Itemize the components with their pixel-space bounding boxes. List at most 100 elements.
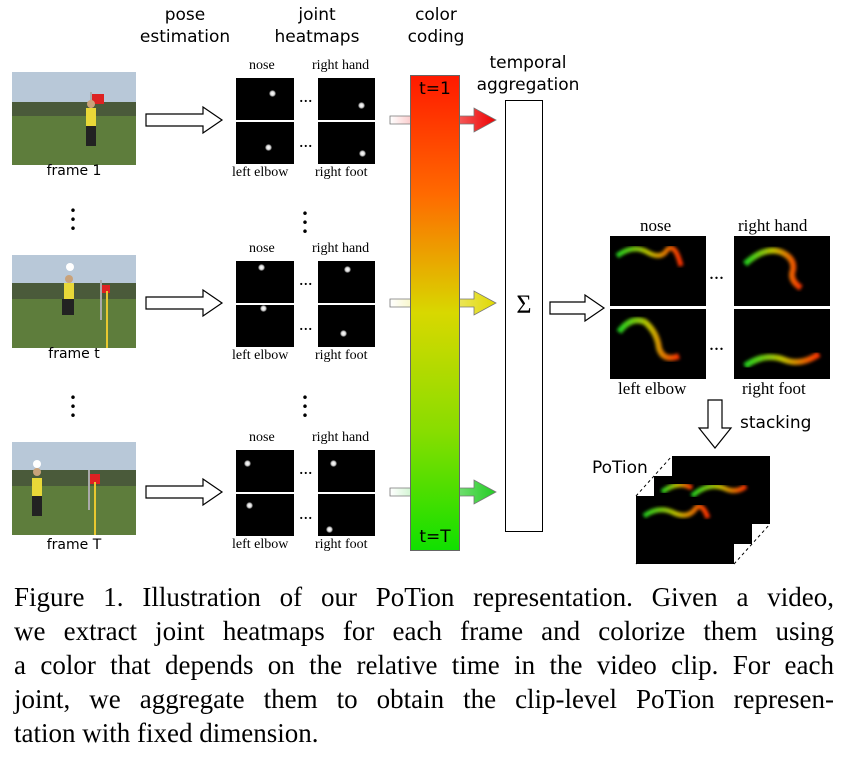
header-color-line2: coding	[407, 27, 465, 47]
result-left-elbow-label: left elbow	[618, 379, 687, 398]
arrow-frameT-to-heatmaps	[145, 477, 224, 507]
color-bar-bottom-label: t=T	[419, 527, 451, 547]
potion-stack-edges	[635, 455, 771, 565]
hm-dot	[244, 460, 251, 467]
hm-dot	[330, 460, 337, 467]
result-left-elbow-trajectory	[616, 317, 681, 361]
hm3-ellipsis-bottom: ...	[299, 503, 313, 523]
frame-1-label: frame 1	[46, 163, 102, 179]
hm-dot	[358, 102, 365, 109]
hm1-nose-label: nose	[249, 58, 275, 73]
result-right-hand-trajectory	[742, 247, 803, 291]
caption-line-4: joint, we aggregate them to obtain the c…	[14, 684, 834, 714]
hm1-left-elbow-heatmap	[236, 122, 294, 164]
result-right-foot-trajectory	[743, 351, 821, 369]
header-temporal-aggregation: temporal aggregation	[468, 52, 588, 96]
result-right-hand-heatmap	[734, 236, 830, 306]
caption-line-2: we extract joint heatmaps for each frame…	[14, 616, 834, 646]
hm3-right-hand-heatmap	[318, 450, 375, 492]
hm3-left-elbow-label: left elbow	[232, 537, 289, 552]
hm2-right-foot-label: right foot	[315, 348, 368, 363]
hm2-right-hand-heatmap	[318, 261, 375, 303]
hm1-right-foot-heatmap	[318, 122, 375, 164]
hm1-left-elbow-label: left elbow	[232, 165, 289, 180]
arrow-stacking	[697, 399, 733, 449]
hm2-nose-label: nose	[249, 241, 275, 256]
hm-dot	[258, 264, 265, 271]
hm2-ellipsis-bottom: ...	[299, 314, 313, 334]
color-bar-top-label: t=1	[419, 79, 451, 99]
hm-dot	[344, 266, 351, 273]
hm3-right-hand-label: right hand	[312, 430, 370, 445]
result-nose-heatmap	[610, 236, 706, 306]
header-pose-line2: estimation	[139, 27, 231, 47]
potion-layer-front	[636, 496, 734, 564]
frame-1-image	[12, 72, 136, 165]
hm-dot	[359, 150, 366, 157]
result-right-hand-label: right hand	[738, 216, 808, 235]
hm3-ellipsis-top: ...	[299, 458, 313, 478]
potion-stack	[635, 455, 771, 565]
video-frame-1	[12, 72, 136, 165]
hm1-ellipsis-bottom: ...	[299, 131, 313, 151]
result-ellipsis-bottom: ...	[709, 333, 724, 355]
hm1-right-hand-label: right hand	[312, 58, 370, 73]
arrow-framet-to-heatmaps	[145, 288, 224, 318]
header-pose-line1: pose	[164, 5, 206, 25]
potion-back-trajectory	[690, 483, 748, 498]
result-nose-label: nose	[640, 216, 672, 235]
hm-dot	[246, 502, 253, 509]
frame-t-label: frame t	[48, 346, 100, 362]
header-color-coding: color coding	[386, 4, 486, 48]
hm3-nose-heatmap	[236, 450, 294, 492]
hm3-right-foot-label: right foot	[315, 537, 368, 552]
hm2-ellipsis-top: ...	[299, 269, 313, 289]
result-nose-trajectory	[615, 245, 684, 267]
potion-label: PoTion	[592, 458, 648, 478]
vertical-ellipsis-heatmaps-1: ...	[302, 195, 308, 238]
potion-front-trajectory	[642, 503, 711, 519]
hm3-left-elbow-heatmap	[236, 494, 294, 536]
vertical-ellipsis-frames-1: ...	[70, 192, 76, 235]
hm1-right-foot-label: right foot	[315, 165, 368, 180]
caption-line-3: a color that depends on the relative tim…	[14, 650, 834, 680]
hm1-nose-heatmap	[236, 78, 294, 120]
result-ellipsis-top: ...	[709, 262, 724, 284]
hm2-right-hand-label: right hand	[312, 241, 370, 256]
hm1-right-hand-heatmap	[318, 78, 375, 120]
arrow-frame1-to-heatmaps	[145, 105, 224, 135]
header-color-line1: color	[415, 5, 457, 25]
hm-dot	[269, 90, 276, 97]
potion-mid-trajectory	[660, 482, 694, 495]
figure-caption: Figure 1. Illustration of our PoTion rep…	[14, 580, 834, 750]
video-frame-T	[12, 442, 136, 535]
frame-t-image	[12, 255, 136, 348]
hm-dot	[340, 330, 347, 337]
header-joint-line1: joint	[298, 5, 336, 25]
temporal-sum-box	[505, 100, 543, 532]
video-frame-t	[12, 255, 136, 348]
caption-line-1: Figure 1. Illustration of our PoTion rep…	[14, 582, 834, 612]
arrow-sum-to-results	[549, 293, 606, 323]
header-temporal-line1: temporal	[489, 53, 567, 73]
header-joint-line2: heatmaps	[274, 27, 360, 47]
hm3-nose-label: nose	[249, 430, 275, 445]
hm-dot	[326, 526, 333, 533]
sum-symbol: Σ	[516, 290, 532, 319]
frame-T-image	[12, 442, 136, 535]
hm3-right-foot-heatmap	[318, 494, 375, 536]
caption-line-5: tation with fixed dimension.	[14, 718, 319, 748]
vertical-ellipsis-heatmaps-2: ...	[302, 379, 308, 422]
result-heatmaps	[610, 236, 830, 379]
hm-dot	[260, 305, 267, 312]
hm1-ellipsis-top: ...	[299, 86, 313, 106]
hm2-left-elbow-heatmap	[236, 305, 294, 347]
stacking-label: stacking	[740, 413, 812, 433]
header-pose-estimation: pose estimation	[130, 4, 240, 48]
hm2-right-foot-heatmap	[318, 305, 375, 347]
hm2-nose-heatmap	[236, 261, 294, 303]
frame-T-label: frame T	[46, 537, 102, 553]
hm2-left-elbow-label: left elbow	[232, 348, 289, 363]
result-right-foot-heatmap	[734, 309, 830, 379]
header-temporal-line2: aggregation	[476, 75, 580, 95]
